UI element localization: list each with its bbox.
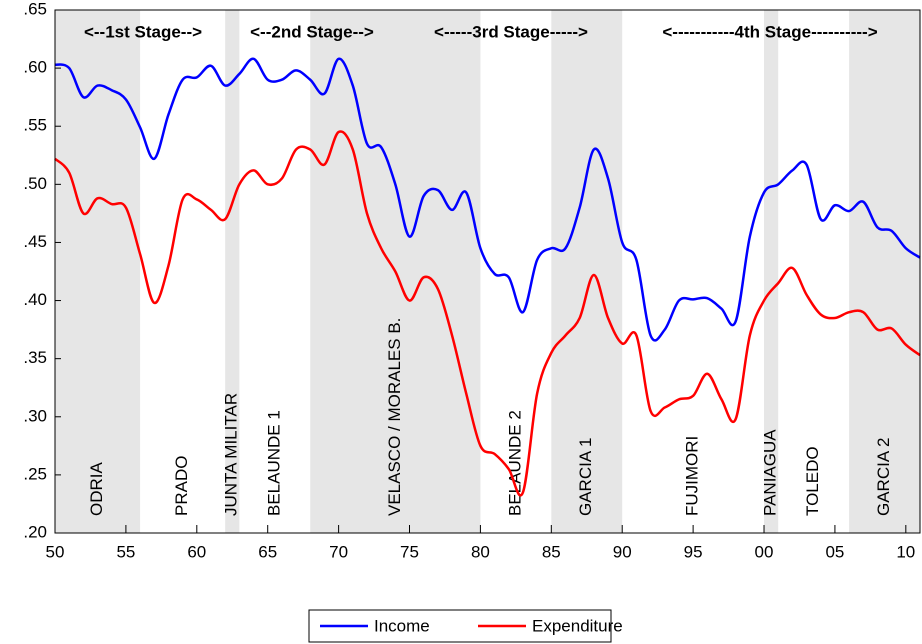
y-tick-label: .35 bbox=[23, 348, 47, 367]
y-tick-label: .65 bbox=[23, 0, 47, 18]
stage-annotation: <-----3rd Stage-----> bbox=[434, 22, 588, 41]
legend-label: Expenditure bbox=[532, 616, 623, 635]
x-tick-label: 10 bbox=[896, 542, 915, 561]
y-tick-label: .55 bbox=[23, 116, 47, 135]
stage-annotation: <--2nd Stage--> bbox=[250, 22, 374, 41]
x-tick-label: 90 bbox=[613, 542, 632, 561]
x-tick-label: 95 bbox=[684, 542, 703, 561]
legend-label: Income bbox=[374, 616, 430, 635]
period-label: BELAUNDE 2 bbox=[505, 410, 524, 516]
period-label: PANIAGUA bbox=[761, 429, 780, 516]
period-shade bbox=[849, 10, 920, 533]
y-tick-label: .50 bbox=[23, 174, 47, 193]
period-shade bbox=[764, 10, 779, 533]
series-line bbox=[54, 57, 921, 342]
stage-annotation: <--1st Stage--> bbox=[84, 22, 202, 41]
stage-annotation: <-----------4th Stage----------> bbox=[662, 22, 877, 41]
y-tick-label: .40 bbox=[23, 290, 47, 309]
period-shade bbox=[225, 10, 240, 533]
y-tick-label: .30 bbox=[23, 406, 47, 425]
x-tick-label: 05 bbox=[825, 542, 844, 561]
series-line bbox=[54, 130, 921, 497]
period-label: GARCIA 1 bbox=[576, 438, 595, 516]
x-tick-label: 75 bbox=[400, 542, 419, 561]
period-label: VELASCO / MORALES B. bbox=[385, 318, 404, 516]
content-layer: ODRIA PRADO JUNTA MILITAR BELAUNDE 1 VELASCO… bbox=[23, 0, 921, 561]
y-tick-label: .60 bbox=[23, 58, 47, 77]
y-tick-label: .45 bbox=[23, 232, 47, 251]
period-label: TOLEDO bbox=[803, 446, 822, 516]
period-shade bbox=[551, 10, 623, 533]
x-tick-label: 60 bbox=[187, 542, 206, 561]
y-tick-label: .20 bbox=[23, 522, 47, 541]
period-label: GARCIA 2 bbox=[874, 438, 893, 516]
shading-layer bbox=[55, 10, 920, 533]
x-tick-label: 50 bbox=[46, 542, 65, 561]
period-label: ODRIA bbox=[87, 462, 106, 517]
period-label: PRADO bbox=[172, 456, 191, 516]
plot-frame bbox=[54, 9, 921, 534]
x-tick-label: 70 bbox=[329, 542, 348, 561]
period-label: FUJIMORI bbox=[683, 436, 702, 516]
period-label: BELAUNDE 1 bbox=[264, 410, 283, 516]
x-tick-label: 55 bbox=[116, 542, 135, 561]
y-tick-label: .25 bbox=[23, 464, 47, 483]
x-tick-label: 80 bbox=[471, 542, 490, 561]
period-label: JUNTA MILITAR bbox=[222, 393, 241, 516]
period-shade bbox=[55, 10, 141, 533]
x-tick-label: 00 bbox=[755, 542, 774, 561]
x-tick-label: 65 bbox=[258, 542, 277, 561]
x-tick-label: 85 bbox=[542, 542, 561, 561]
